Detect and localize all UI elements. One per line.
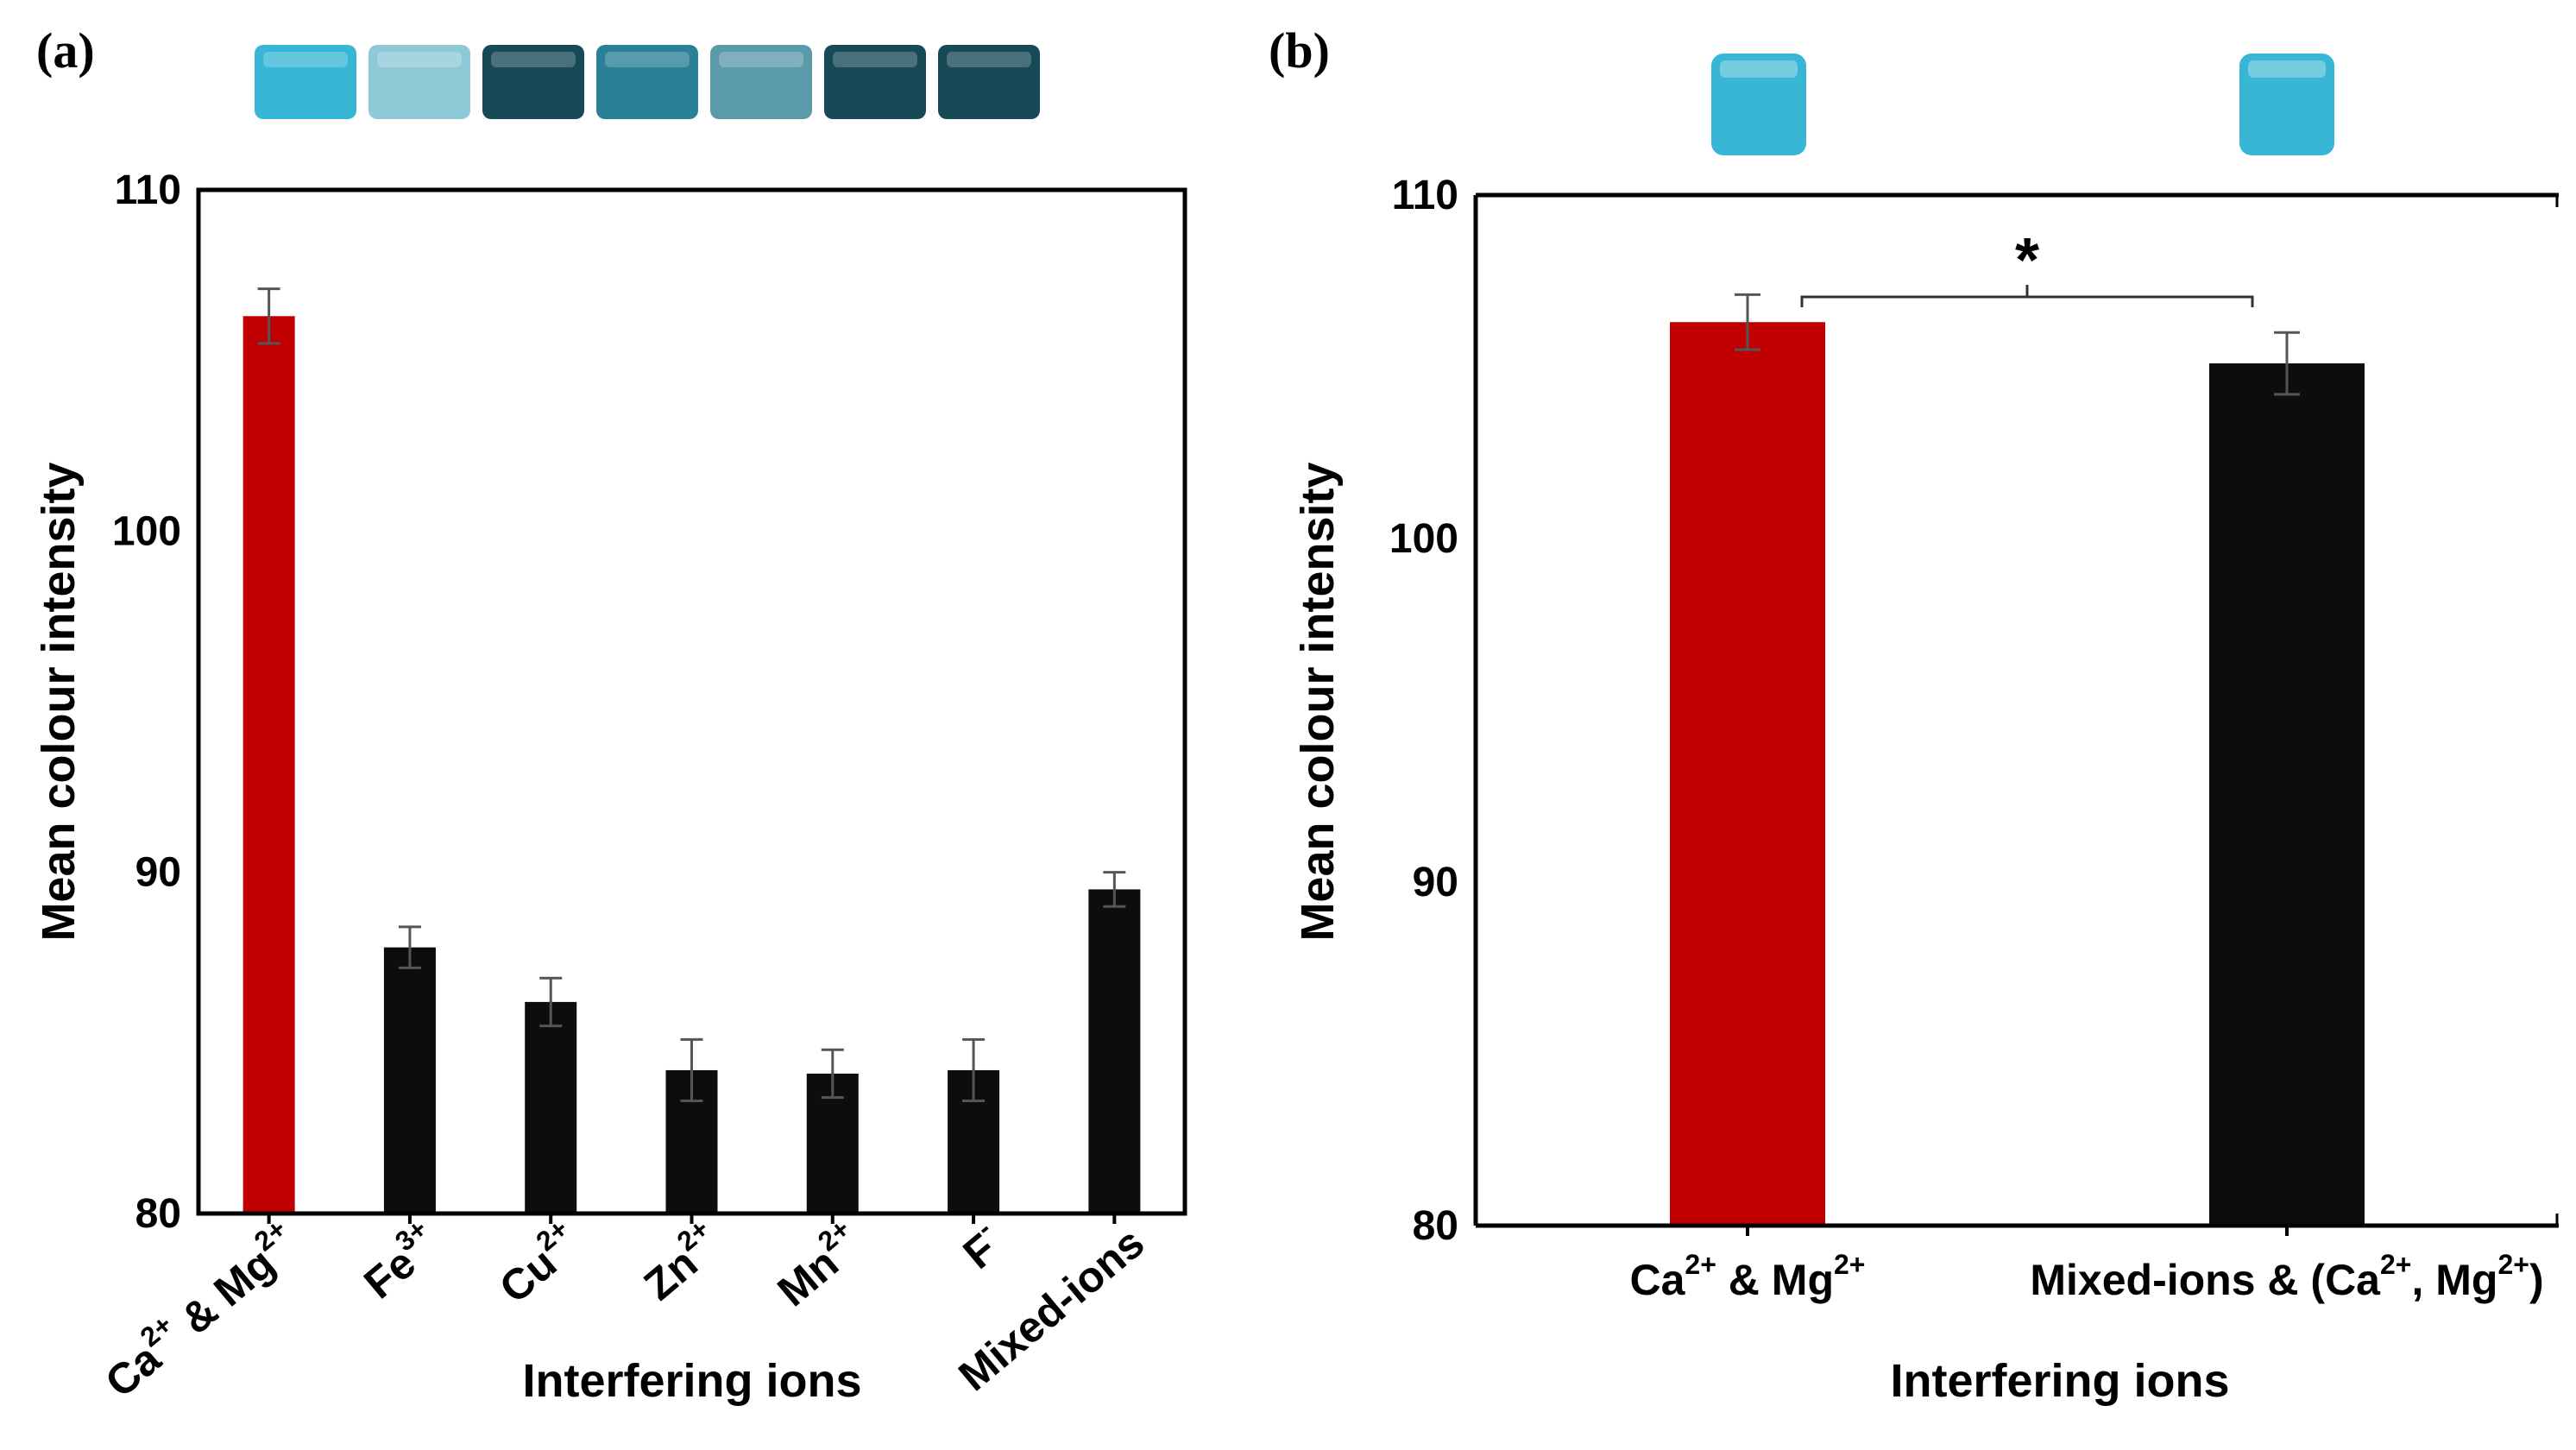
x-axis-title-a: Interfering ions <box>522 1355 861 1407</box>
vial-image <box>710 45 812 119</box>
vial-highlight <box>719 52 803 67</box>
category-label: Mn2+ <box>764 1213 871 1315</box>
category-text: Zn2+ <box>631 1213 731 1309</box>
x-axis-title-b: Interfering ions <box>1890 1355 2229 1407</box>
vial-image <box>596 45 698 119</box>
y-tick-label: 90 <box>1413 860 1458 905</box>
vial-image <box>255 45 356 119</box>
error-bars-b <box>1735 293 2300 396</box>
vial-image <box>938 45 1040 119</box>
bar <box>1670 322 1825 1226</box>
y-tick-label: 80 <box>135 1191 181 1237</box>
vial-highlight <box>2248 60 2326 78</box>
bars-a <box>242 316 1141 1214</box>
significance-star: * <box>2015 226 2039 295</box>
vial-strip-a <box>255 45 1040 119</box>
vial-highlight <box>263 52 348 67</box>
category-text: Fe3+ <box>350 1213 449 1308</box>
significance-bracket: * <box>1800 226 2254 307</box>
vial-image <box>368 45 470 119</box>
vial-highlight <box>377 52 462 67</box>
category-label: Mixed-ions & (Ca2+, Mg2+) <box>2030 1249 2543 1304</box>
vial-strip-b <box>1711 54 2334 155</box>
vial-highlight <box>833 52 917 67</box>
panel-a: (a) 80 90 100 110 Ca2+ & Mg2+ Fe3+ Cu2+ Zn2+ Mn… <box>33 22 1187 1407</box>
panel-a-label: (a) <box>36 22 95 79</box>
bar <box>242 316 295 1214</box>
error-bars-a <box>257 287 1126 1103</box>
category-label: Fe3+ <box>350 1213 449 1308</box>
x-tick-marks-b <box>1746 1226 2289 1236</box>
bar <box>2209 363 2365 1226</box>
significance-bracket-line <box>1800 285 2254 307</box>
category-label: Cu2+ <box>486 1213 589 1312</box>
vial-image <box>1711 54 1806 155</box>
y-tick-label: 100 <box>1389 516 1458 562</box>
vial-highlight <box>491 52 576 67</box>
bar <box>383 947 436 1214</box>
bar <box>525 1001 577 1214</box>
y-tick-label: 90 <box>135 850 181 896</box>
category-text: Mn2+ <box>764 1213 871 1315</box>
y-axis-title-b: Mean colour intensity <box>1292 462 1344 941</box>
vial-image <box>2239 54 2334 155</box>
vial-image <box>482 45 584 119</box>
bars-b <box>1670 322 2365 1226</box>
y-tick-label: 80 <box>1413 1203 1458 1249</box>
vial-highlight <box>947 52 1031 67</box>
y-tick-label: 100 <box>112 508 181 554</box>
vial-highlight <box>605 52 690 67</box>
x-tick-marks-a <box>267 1214 1117 1224</box>
panel-b-label: (b) <box>1269 22 1330 79</box>
vial-image <box>824 45 926 119</box>
y-tick-label: 110 <box>1392 173 1458 218</box>
category-label: F- <box>949 1213 1012 1278</box>
y-axis-title-a: Mean colour intensity <box>33 462 85 941</box>
y-tick-labels-b: 80 90 100 110 <box>1389 173 1458 1249</box>
panel-b: (b) 80 90 100 110 * Ca2+ & Mg2+ Mixed-ions &… <box>1269 22 2559 1407</box>
y-tick-labels-a: 80 90 100 110 <box>112 167 181 1237</box>
vial-highlight <box>1720 60 1798 78</box>
category-labels-b: Ca2+ & Mg2+ Mixed-ions & (Ca2+, Mg2+) <box>1630 1249 2544 1304</box>
category-text: Cu2+ <box>486 1213 589 1312</box>
category-label: Ca2+ & Mg2+ <box>91 1213 307 1406</box>
bar <box>1088 889 1141 1214</box>
y-tick-label: 110 <box>115 167 181 213</box>
category-text: F- <box>949 1213 1012 1278</box>
category-label: Ca2+ & Mg2+ <box>1630 1249 1866 1304</box>
category-label: Zn2+ <box>631 1213 731 1309</box>
category-text: Ca2+ & Mg2+ <box>91 1213 307 1406</box>
